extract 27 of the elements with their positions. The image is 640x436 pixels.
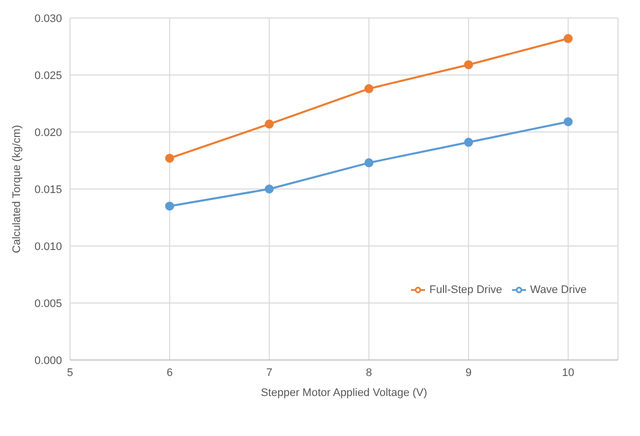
- point: [364, 84, 374, 94]
- x-tick-label: 8: [366, 366, 372, 379]
- point: [464, 60, 474, 70]
- y-tick-label: 0.030: [34, 12, 62, 25]
- point: [264, 184, 274, 194]
- point: [165, 202, 174, 211]
- x-tick-label: 9: [465, 366, 472, 379]
- point: [564, 117, 573, 126]
- y-tick-label: 0.025: [34, 70, 62, 82]
- legend-label: Full-Step Drive: [429, 284, 502, 296]
- y-tick-label: 0.005: [34, 298, 62, 310]
- x-tick-label: 5: [66, 366, 74, 379]
- point: [464, 138, 474, 147]
- x-tick-label: 10: [562, 366, 574, 379]
- legend-label: Wave Drive: [530, 284, 587, 296]
- point: [165, 154, 174, 163]
- y-tick-label: 0.000: [34, 354, 62, 367]
- y-tick-label: 0.010: [34, 240, 62, 253]
- y-axis-title: Calculated Torque (kg/cm): [10, 124, 23, 254]
- point: [564, 34, 573, 44]
- y-tick-label: 0.015: [34, 184, 62, 196]
- x-axis-title: Stepper Motor Applied Voltage (V): [260, 387, 428, 399]
- y-tick-label: 0.020: [34, 126, 62, 139]
- point: [364, 158, 374, 168]
- x-tick-label: 7: [266, 366, 272, 379]
- point: [264, 120, 274, 129]
- x-tick-label: 6: [166, 366, 173, 379]
